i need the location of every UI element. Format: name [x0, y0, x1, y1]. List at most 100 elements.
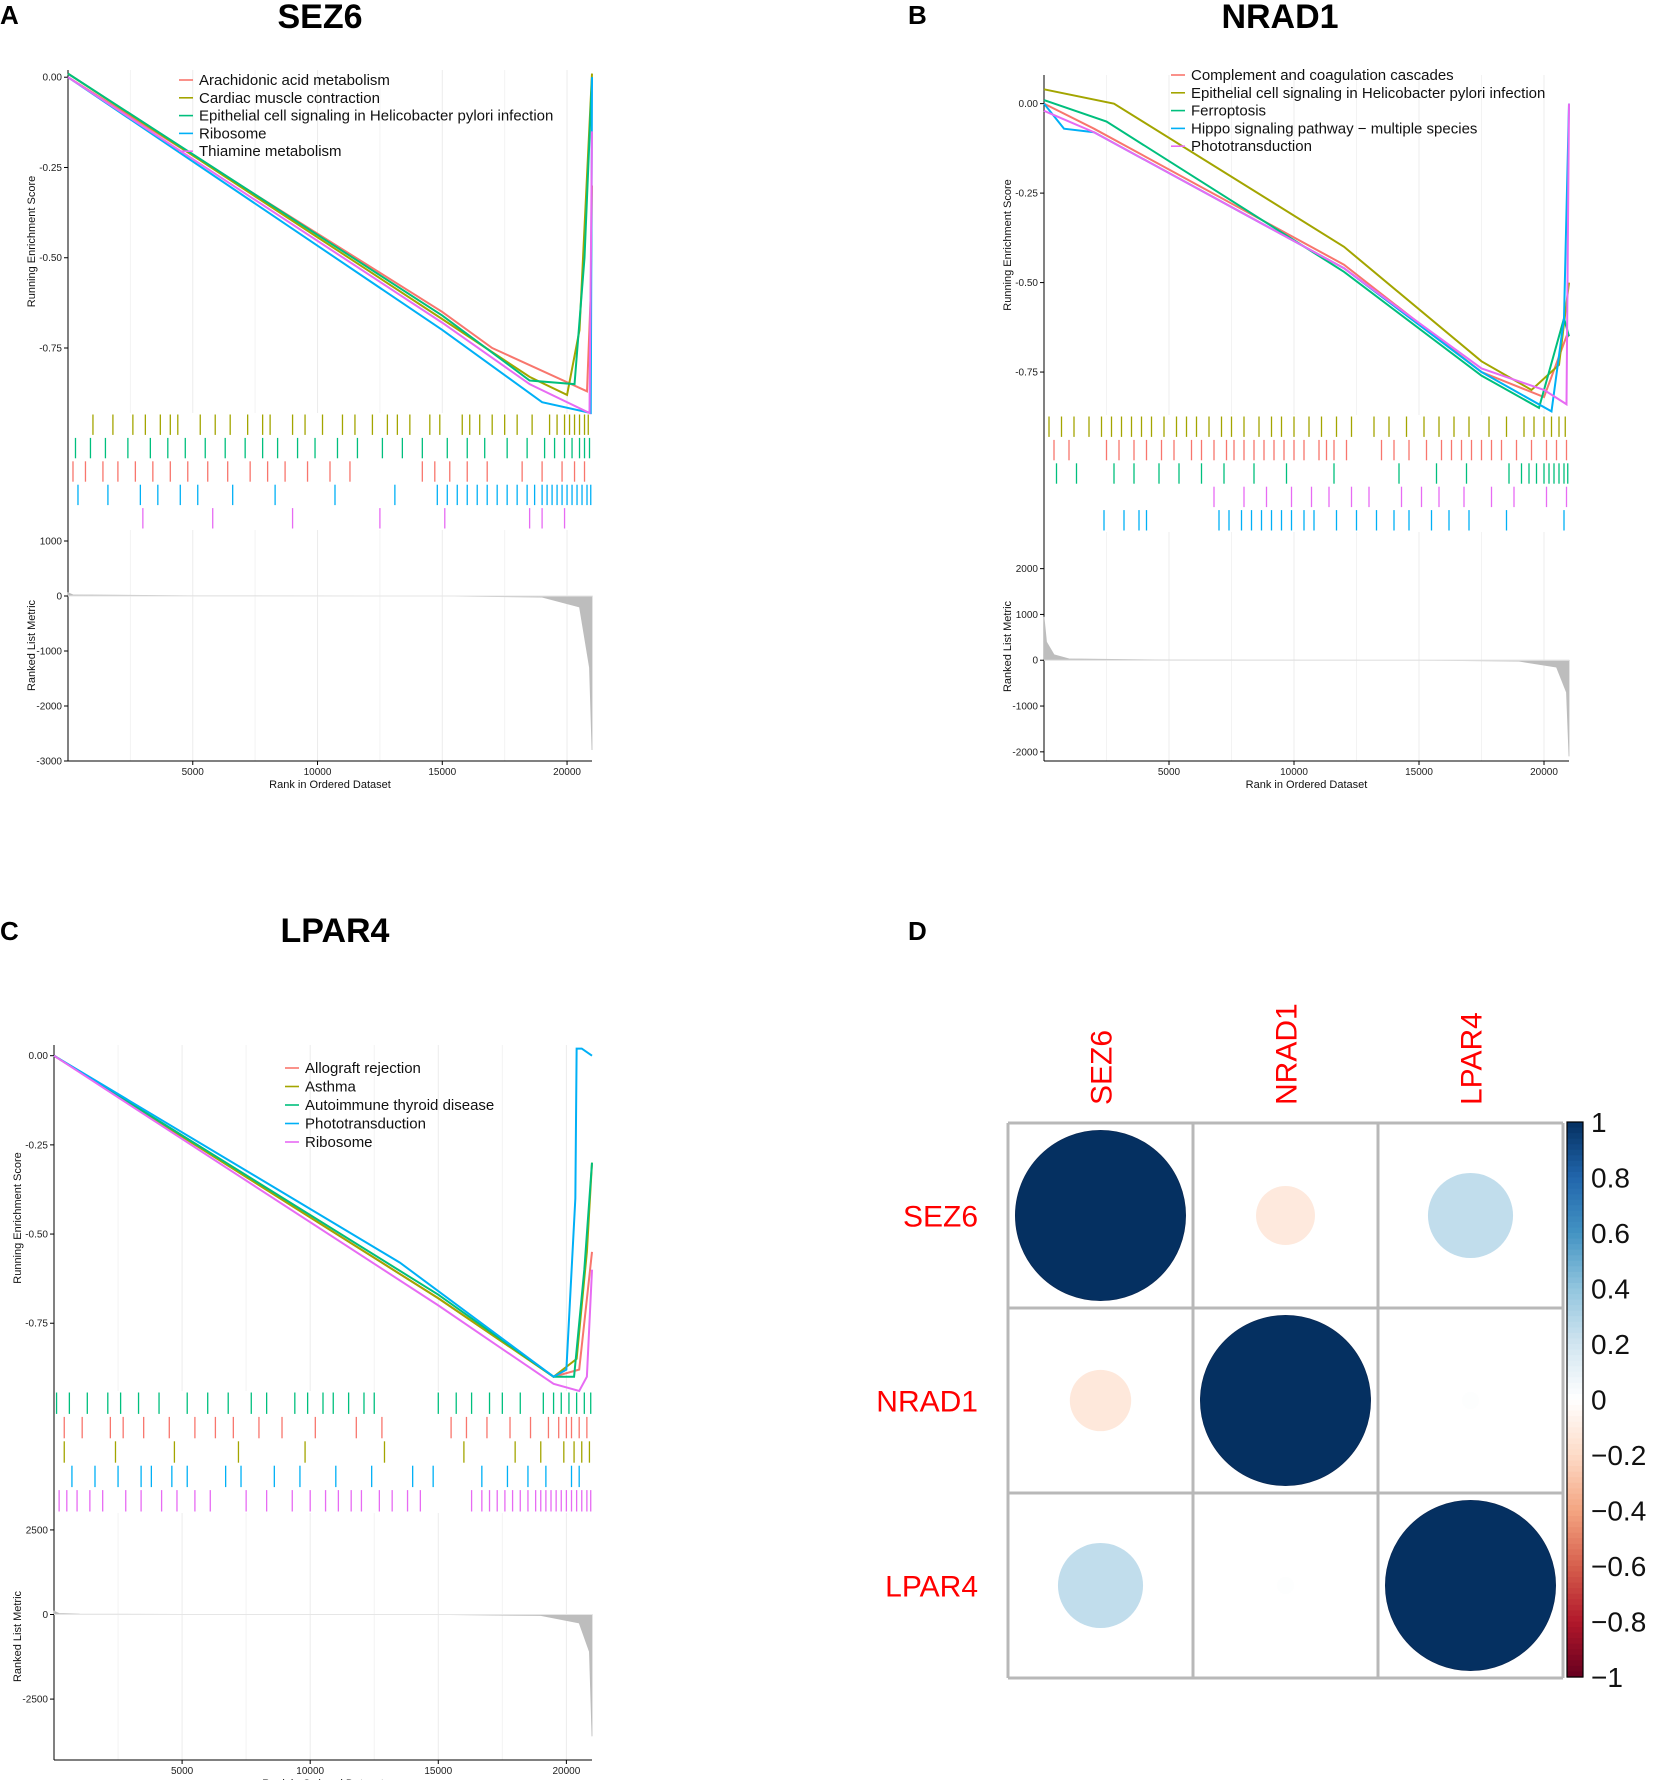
colorbar-segment — [1567, 1510, 1583, 1517]
x-tick-label: 5000 — [171, 1766, 194, 1777]
colorbar-segment — [1567, 1621, 1583, 1628]
legend-label: Cardiac muscle contraction — [199, 90, 380, 107]
colorbar-segment — [1567, 1593, 1583, 1600]
colorbar-segment — [1567, 1466, 1583, 1473]
ranked-metric-area — [67, 592, 593, 751]
x-tick-label: 15000 — [428, 767, 456, 778]
colorbar-segment — [1567, 1171, 1583, 1179]
colorbar-segment — [1567, 1405, 1583, 1412]
gsea-plot-nrad1: 0.00 -0.25 -0.50 -0.75 Running Enrichment Sc… — [1002, 67, 1570, 791]
colorbar-segment — [1567, 1133, 1583, 1140]
colorbar-segment — [1567, 1410, 1583, 1417]
corr-circle-sez6-sez6 — [1014, 1129, 1186, 1301]
rank-y-tick-label: 0 — [42, 1610, 48, 1621]
colorbar-frame — [1566, 1121, 1584, 1678]
corr-circle-lpar4-sez6 — [1057, 1542, 1144, 1629]
legend-label: Allograft rejection — [305, 1060, 421, 1077]
x-tick-label: 5000 — [182, 767, 205, 778]
chart-title-nrad1: NRAD1 — [1221, 0, 1339, 36]
corr-circle-lpar4-nrad1 — [1276, 1576, 1295, 1595]
colorbar-segment — [1567, 1238, 1583, 1245]
x-axis-label: Rank in Ordered Dataset — [262, 1778, 384, 1780]
colorbar-segment — [1567, 1504, 1583, 1512]
colorbar-segment — [1567, 1649, 1583, 1656]
legend-label: Arachidonic acid metabolism — [199, 72, 390, 89]
colorbar-segment — [1567, 1499, 1583, 1506]
colorbar-tick-label: −0.2 — [1591, 1440, 1646, 1471]
colorbar-segment — [1567, 1421, 1583, 1428]
col-label-nrad1: NRAD1 — [1271, 1003, 1304, 1105]
colorbar-segment — [1567, 1566, 1583, 1573]
colorbar-segment — [1567, 1266, 1583, 1273]
colorbar-segment — [1567, 1516, 1583, 1523]
colorbar-segment — [1567, 1482, 1583, 1489]
colorbar-segment — [1567, 1210, 1583, 1217]
colorbar-segment — [1567, 1227, 1583, 1234]
es-y-tick-label: -0.25 — [39, 163, 62, 174]
corr-circle-lpar4-lpar4 — [1385, 1499, 1557, 1671]
es-y-tick-label: 0.00 — [43, 73, 63, 84]
colorbar-segment — [1567, 1455, 1583, 1462]
colorbar-segment — [1567, 1388, 1583, 1395]
chart-title-lpar4: LPAR4 — [280, 912, 390, 950]
x-tick-label: 5000 — [1158, 767, 1181, 778]
colorbar-segment — [1567, 1127, 1583, 1134]
x-tick-label: 10000 — [304, 767, 332, 778]
colorbar-segment — [1567, 1554, 1583, 1562]
rank-y-tick-label: 1000 — [40, 537, 63, 548]
colorbar-segment — [1567, 1627, 1583, 1634]
gsea-plot-sez6: 0.00 -0.25 -0.50 -0.75 Running Enrichment Sc… — [26, 70, 593, 791]
colorbar-tick-label: 0.8 — [1591, 1163, 1630, 1194]
colorbar-segment — [1567, 1282, 1583, 1290]
es-line-epithelial-cell-signaling-in-helicobacter-pylori-infection — [67, 72, 593, 386]
colorbar-segment — [1567, 1277, 1583, 1284]
col-label-sez6: SEZ6 — [1086, 1030, 1119, 1105]
rank-y-tick-label: 0 — [56, 592, 62, 603]
es-line-ribosome — [53, 1054, 593, 1393]
legend-label: Ribosome — [305, 1134, 373, 1151]
colorbar-segment — [1567, 1244, 1583, 1251]
colorbar-segment — [1567, 1432, 1583, 1439]
colorbar-segment — [1567, 1660, 1583, 1667]
es-y-tick-label: -0.25 — [25, 1140, 48, 1151]
legend-label: Ribosome — [199, 125, 267, 142]
x-tick-label: 10000 — [296, 1766, 324, 1777]
colorbar-segment — [1567, 1582, 1583, 1589]
colorbar-segment — [1567, 1327, 1583, 1334]
colorbar-tick-label: −0.6 — [1591, 1551, 1646, 1582]
colorbar-segment — [1567, 1571, 1583, 1578]
colorbar-segment — [1567, 1305, 1583, 1312]
colorbar-segment — [1567, 1438, 1583, 1445]
colorbar-tick-label: 0.6 — [1591, 1218, 1630, 1249]
ranked-metric-area — [1043, 616, 1570, 757]
colorbar-segment — [1567, 1360, 1583, 1367]
colorbar-segment — [1567, 1449, 1583, 1456]
row-label-lpar4: LPAR4 — [885, 1571, 978, 1604]
colorbar-segment — [1567, 1349, 1583, 1356]
correlation-plot: SEZ6 NRAD1 LPAR4 SEZ6 NRAD1 LPAR4 1 0.8 0.6 0.4 0.… — [876, 1003, 1646, 1693]
colorbar-segment — [1567, 1183, 1583, 1190]
colorbar-segment — [1567, 1471, 1583, 1478]
es-y-tick-label: -0.75 — [1015, 368, 1038, 379]
x-tick-label: 15000 — [1405, 767, 1433, 778]
panel-letter-d: D — [908, 916, 927, 946]
chart-title-sez6: SEZ6 — [277, 0, 363, 36]
legend-label: Autoimmune thyroid disease — [305, 1097, 494, 1114]
colorbar-segment — [1567, 1427, 1583, 1434]
colorbar-segment — [1567, 1188, 1583, 1195]
colorbar-segment — [1567, 1249, 1583, 1256]
es-line-thiamine-metabolism — [67, 76, 593, 415]
rank-y-tick-label: -3000 — [36, 757, 62, 768]
colorbar-segment — [1567, 1160, 1583, 1167]
colorbar-segment — [1567, 1393, 1583, 1401]
colorbar-segment — [1567, 1194, 1583, 1201]
colorbar-tick-label: 1 — [1591, 1107, 1607, 1138]
rank-y-tick-label: -2000 — [36, 702, 62, 713]
es-line-phototransduction — [53, 1047, 593, 1378]
colorbar-segment — [1567, 1260, 1583, 1267]
colorbar-segment — [1567, 1355, 1583, 1362]
colorbar-segment — [1567, 1155, 1583, 1162]
legend-label: Complement and coagulation cascades — [1191, 67, 1454, 84]
colorbar-segment — [1567, 1521, 1583, 1528]
colorbar-segment — [1567, 1310, 1583, 1317]
